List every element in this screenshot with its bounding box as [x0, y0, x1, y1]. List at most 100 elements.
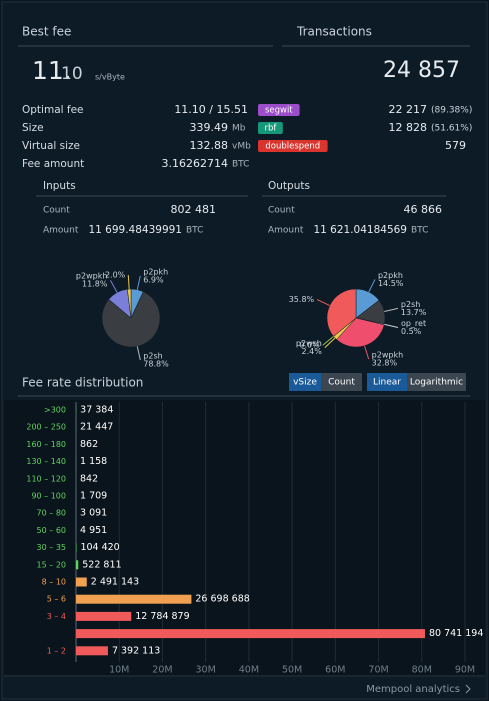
count-button-label[interactable]: Count	[328, 378, 355, 388]
pie-slice	[326, 288, 357, 337]
best-fee-fraction: 10	[61, 64, 83, 84]
bar-value-label: 12 784 879	[135, 611, 189, 622]
pie-value-label: 2.4%	[302, 347, 323, 356]
best-fee-main: 11.	[32, 56, 72, 85]
inputs-header: Inputs	[43, 180, 76, 192]
pie-name: p2pkh	[378, 271, 403, 280]
pie-name: op_ret	[401, 319, 426, 328]
badge-share: (89.38%)	[431, 106, 472, 116]
y-tick-label: 130 – 140	[26, 457, 66, 466]
tx-count: 24 857	[383, 58, 460, 83]
x-tick-label: 40M	[239, 665, 259, 676]
outputs-count: 46 866	[404, 203, 443, 216]
badge	[258, 140, 328, 152]
x-tick-label: 20M	[152, 665, 172, 676]
inputs-count: 802 481	[171, 203, 217, 216]
y-tick-label: 90 – 100	[31, 492, 66, 501]
bar	[76, 577, 87, 587]
transactions-header: Transactions	[296, 25, 372, 39]
leader-line	[324, 337, 336, 349]
stat-label: Virtual size	[22, 140, 80, 152]
y-tick-label: 70 – 80	[37, 509, 66, 518]
bar-value-label: 80 741 194	[429, 628, 483, 639]
vsize-button[interactable]	[289, 373, 321, 391]
log-button[interactable]	[407, 373, 466, 391]
x-tick-label: 70M	[368, 665, 388, 676]
inputs-amount-label: Amount	[43, 226, 79, 236]
stat-value: 11.10 / 15.51	[174, 103, 248, 116]
bar-value-label: 1 158	[80, 456, 107, 467]
linear-button[interactable]	[367, 373, 407, 391]
log-button-label[interactable]: Logarithmic	[410, 378, 463, 388]
stat-unit: Mb	[232, 124, 246, 134]
pie-name: p2wsh	[296, 339, 322, 348]
leader-line	[109, 280, 118, 293]
pie-value-label: 35.8%	[289, 295, 315, 304]
leader-line	[136, 346, 141, 361]
y-tick-label: 160 – 180	[26, 440, 66, 449]
bar-value-label: 1 709	[80, 491, 107, 502]
outputs-amount-label: Amount	[268, 226, 304, 236]
bar-value-label: 21 447	[80, 422, 113, 433]
bar-value-label: 842	[80, 473, 98, 484]
pie-value-label: 6.9%	[143, 276, 164, 285]
bar-value-label: 522 811	[82, 559, 121, 570]
badge-share: (51.61%)	[431, 124, 472, 134]
outputs-amount-unit: BTC	[411, 226, 428, 236]
badge	[258, 122, 283, 134]
stat-label: Optimal fee	[22, 104, 84, 116]
pie-name: p2pkh	[143, 268, 168, 277]
bar-value-label: 862	[80, 439, 98, 450]
bar	[76, 629, 425, 639]
pie-value-label: 11.8%	[82, 280, 108, 289]
leader-line	[364, 345, 370, 360]
best-fee-header: Best fee	[22, 25, 71, 39]
linear-button-label[interactable]: Linear	[373, 378, 401, 388]
count-button[interactable]	[321, 373, 362, 391]
pie-name: p2sh	[401, 300, 420, 309]
leader-line	[127, 275, 130, 290]
badge-label: rbf	[264, 124, 277, 134]
vsize-button-label[interactable]: vSize	[293, 378, 317, 388]
bar-value-label: 4 951	[80, 525, 107, 536]
best-fee-unit: s/vByte	[95, 73, 125, 82]
y-tick-label: 5 – 6	[47, 595, 66, 604]
analytics-link[interactable]: Mempool analytics	[366, 684, 460, 695]
pie-value-label: 2.0%	[105, 271, 126, 280]
pie-value-label: 32.8%	[372, 359, 398, 368]
y-tick-label: 50 – 60	[37, 526, 66, 535]
bar	[76, 646, 108, 656]
pie-value-label: 78.8%	[143, 359, 169, 368]
badge-count: 12 828	[389, 121, 428, 134]
x-tick-label: 60M	[325, 665, 345, 676]
outputs-amount: 11 621.04184569	[313, 224, 407, 236]
inputs-amount: 11 699.48439991	[88, 224, 182, 236]
leader-line	[322, 335, 334, 346]
bar	[76, 611, 132, 621]
x-tick-label: 50M	[282, 665, 302, 676]
leader-line	[316, 299, 331, 307]
y-tick-label: 8 – 10	[42, 578, 66, 587]
bar-value-label: 104 420	[80, 542, 119, 553]
y-tick-label: 1 – 2	[47, 646, 66, 655]
stat-unit: BTC	[232, 160, 249, 170]
pie-name: p2sh	[143, 351, 162, 360]
stat-value: 3.16262714	[162, 157, 228, 170]
y-tick-label: 30 – 35	[37, 543, 66, 552]
x-tick-label: 90M	[455, 665, 475, 676]
leader-line	[384, 307, 399, 313]
pie-value-label: 13.7%	[401, 308, 427, 317]
bar-value-label: 26 698 688	[195, 594, 249, 605]
bar-value-label: 2 491 143	[91, 577, 139, 588]
outputs-header: Outputs	[268, 180, 310, 192]
bar	[76, 594, 192, 604]
stat-unit: vMb	[232, 142, 251, 152]
y-tick-label: 110 – 120	[26, 474, 66, 483]
leader-line	[368, 279, 376, 293]
pie-value-label: 0.5%	[401, 327, 422, 336]
inputs-amount-unit: BTC	[186, 226, 203, 236]
inputs-count-label: Count	[43, 206, 70, 216]
bar-value-label: 3 091	[80, 508, 107, 519]
fee-dist-title: Fee rate distribution	[22, 376, 143, 390]
